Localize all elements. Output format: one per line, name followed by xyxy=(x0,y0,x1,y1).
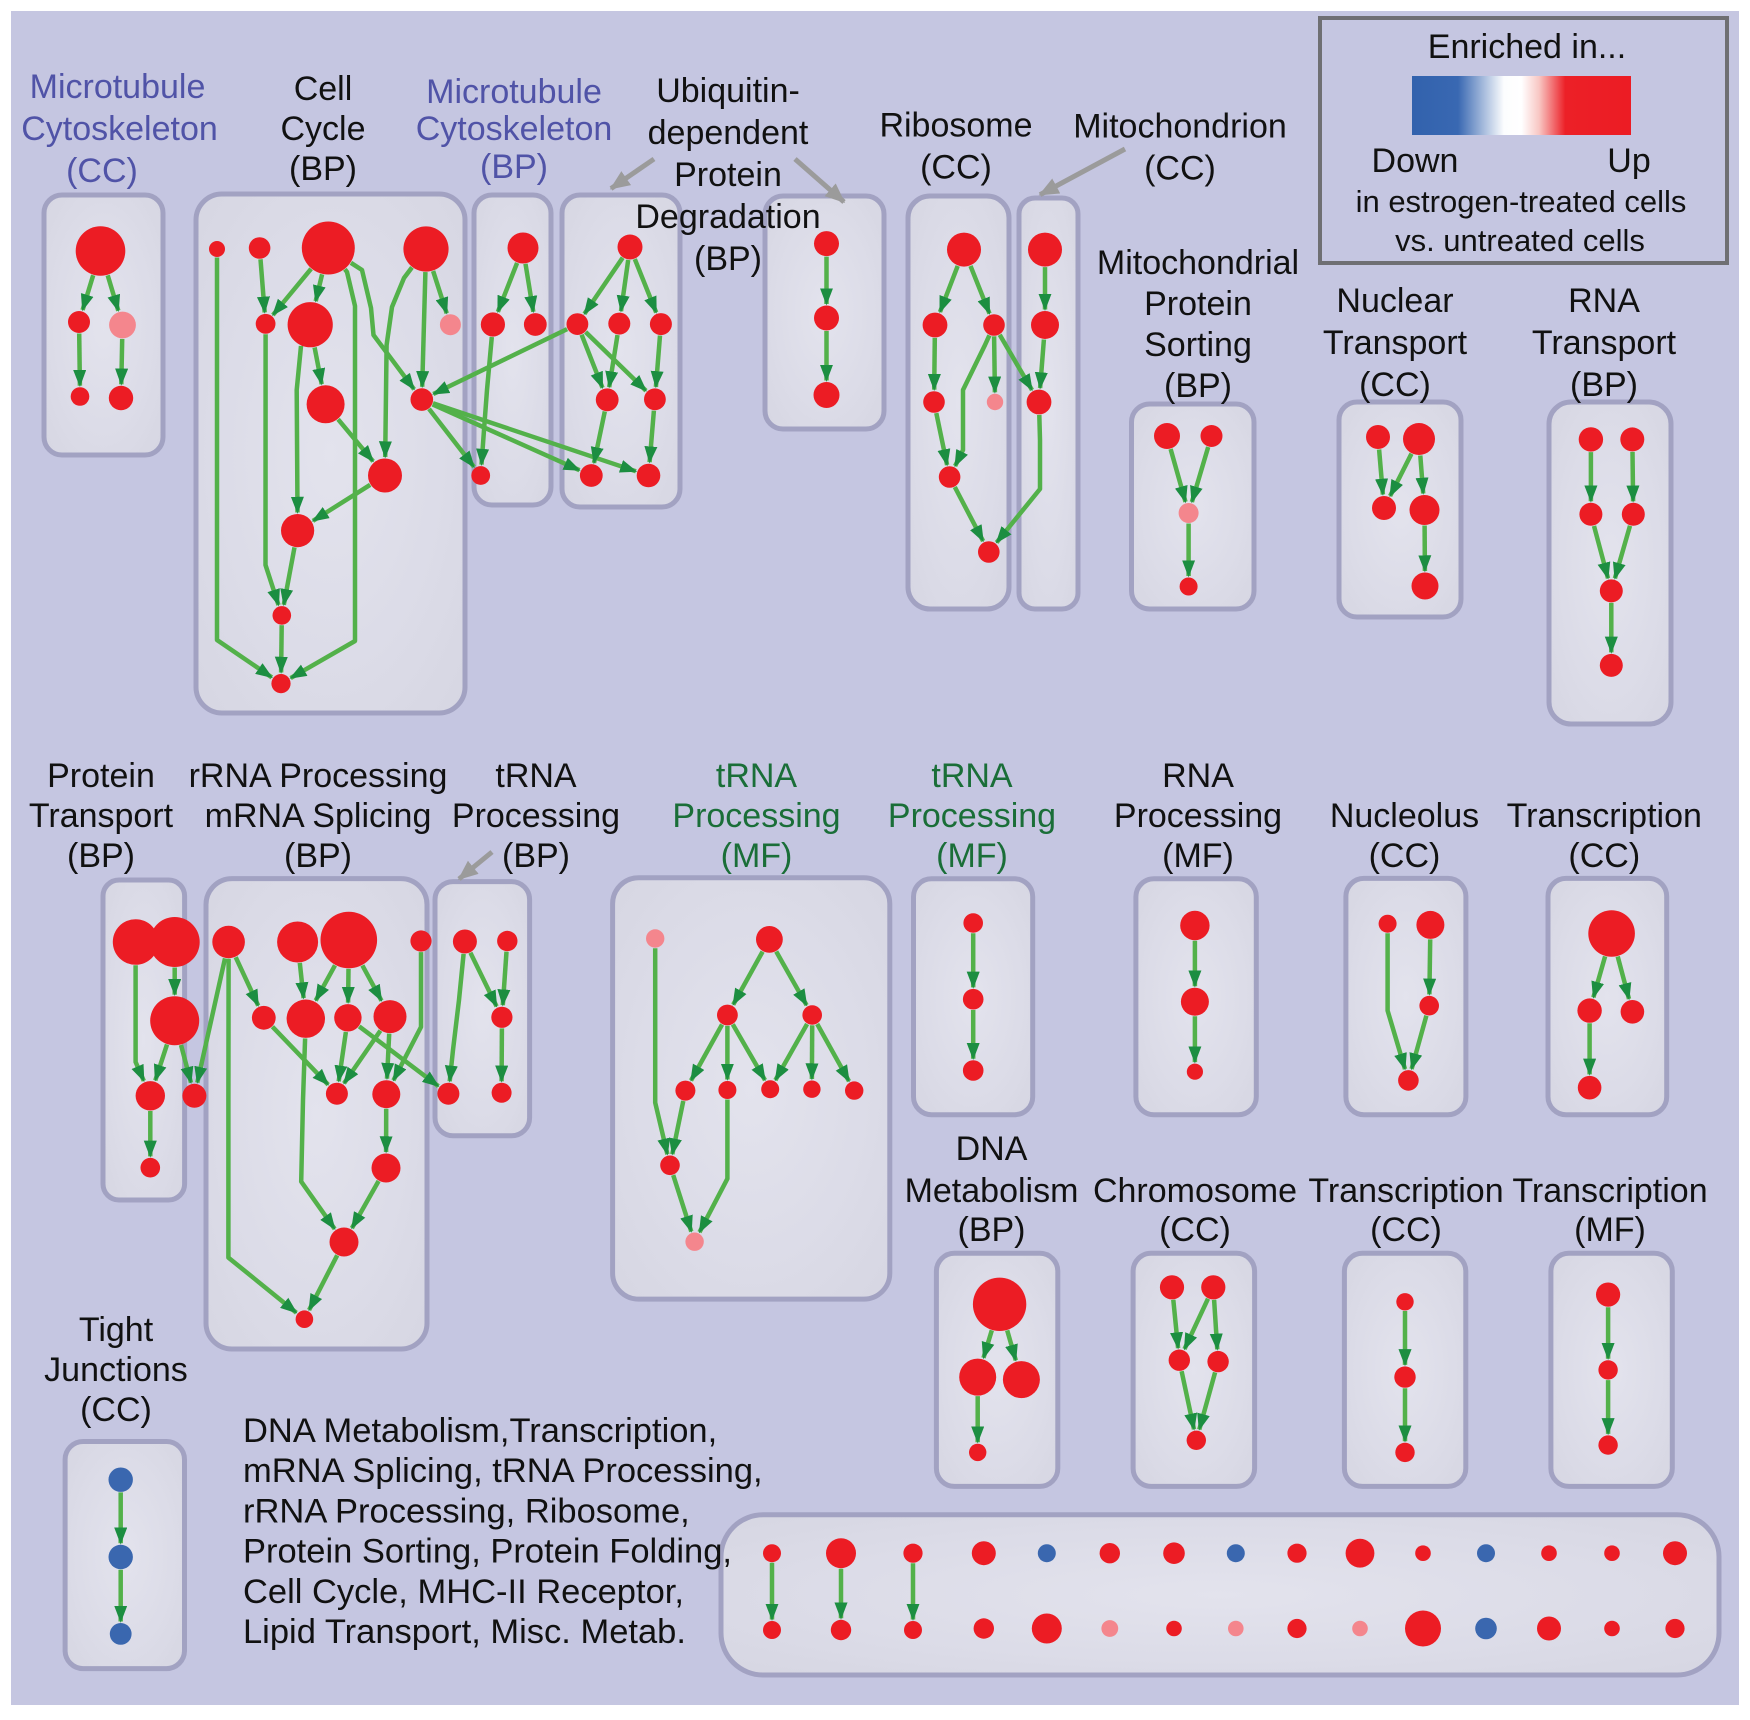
svg-text:Tight: Tight xyxy=(79,1311,154,1349)
svg-text:(MF): (MF) xyxy=(721,837,793,875)
svg-text:Cytoskeleton: Cytoskeleton xyxy=(416,110,613,148)
svg-text:(BP): (BP) xyxy=(480,148,548,186)
svg-text:(BP): (BP) xyxy=(1164,367,1232,405)
svg-text:(BP): (BP) xyxy=(289,150,357,188)
svg-text:Processing: Processing xyxy=(1114,797,1282,835)
svg-text:DNA Metabolism,Transcription,: DNA Metabolism,Transcription, xyxy=(243,1412,717,1450)
svg-text:(BP): (BP) xyxy=(958,1211,1026,1249)
svg-text:Nuclear: Nuclear xyxy=(1336,282,1453,320)
svg-text:tRNA: tRNA xyxy=(931,757,1013,795)
svg-text:dependent: dependent xyxy=(648,114,809,152)
svg-text:Transcription: Transcription xyxy=(1507,797,1702,835)
svg-text:(BP): (BP) xyxy=(1570,366,1638,404)
svg-text:Processing: Processing xyxy=(672,797,840,835)
svg-text:Protein: Protein xyxy=(1144,285,1252,323)
svg-text:tRNA: tRNA xyxy=(495,757,577,795)
svg-text:(CC): (CC) xyxy=(1159,1211,1231,1249)
svg-text:RNA: RNA xyxy=(1162,757,1234,795)
svg-text:(CC): (CC) xyxy=(66,152,138,190)
svg-text:Degradation: Degradation xyxy=(635,198,820,236)
svg-text:Processing: Processing xyxy=(452,797,620,835)
svg-text:Protein: Protein xyxy=(674,156,782,194)
svg-text:(BP): (BP) xyxy=(502,837,570,875)
svg-text:Microtubule: Microtubule xyxy=(426,73,602,111)
svg-text:Metabolism: Metabolism xyxy=(905,1172,1079,1210)
svg-text:(MF): (MF) xyxy=(936,837,1008,875)
svg-text:(BP): (BP) xyxy=(67,837,135,875)
svg-text:Ubiquitin-: Ubiquitin- xyxy=(656,72,800,110)
svg-text:(CC): (CC) xyxy=(920,149,992,187)
svg-text:rRNA Processing, Ribosome,: rRNA Processing, Ribosome, xyxy=(243,1492,690,1530)
svg-text:(MF): (MF) xyxy=(1574,1211,1646,1249)
svg-text:Junctions: Junctions xyxy=(44,1351,188,1389)
svg-text:Cycle: Cycle xyxy=(280,110,365,148)
svg-text:Transcription: Transcription xyxy=(1308,1172,1503,1210)
svg-text:Transport: Transport xyxy=(1323,324,1468,362)
svg-text:Ribosome: Ribosome xyxy=(879,107,1032,145)
svg-text:Cytoskeleton: Cytoskeleton xyxy=(21,110,218,148)
svg-text:vs. untreated cells: vs. untreated cells xyxy=(1395,223,1645,258)
svg-text:Mitochondrion: Mitochondrion xyxy=(1073,108,1287,146)
svg-text:in estrogen-treated cells: in estrogen-treated cells xyxy=(1356,184,1687,219)
svg-text:Cell: Cell xyxy=(294,70,353,108)
svg-text:Mitochondrial: Mitochondrial xyxy=(1097,244,1299,282)
svg-text:(MF): (MF) xyxy=(1162,837,1234,875)
svg-text:Down: Down xyxy=(1372,142,1459,180)
svg-text:(BP): (BP) xyxy=(284,837,352,875)
svg-text:(CC): (CC) xyxy=(1568,837,1640,875)
svg-text:Up: Up xyxy=(1607,142,1650,180)
svg-text:Lipid Transport, Misc. Metab.: Lipid Transport, Misc. Metab. xyxy=(243,1613,686,1651)
svg-text:(CC): (CC) xyxy=(80,1391,152,1429)
svg-text:mRNA Splicing: mRNA Splicing xyxy=(205,797,432,835)
svg-text:Transport: Transport xyxy=(1532,324,1677,362)
svg-text:(CC): (CC) xyxy=(1144,150,1216,188)
svg-text:(BP): (BP) xyxy=(694,240,762,278)
svg-text:tRNA: tRNA xyxy=(716,757,798,795)
svg-text:Chromosome: Chromosome xyxy=(1093,1172,1297,1210)
svg-text:Nucleolus: Nucleolus xyxy=(1330,797,1479,835)
svg-text:Microtubule: Microtubule xyxy=(30,68,206,106)
svg-text:(CC): (CC) xyxy=(1369,837,1441,875)
svg-text:Enriched in...: Enriched in... xyxy=(1428,28,1626,66)
svg-text:Cell Cycle, MHC-II Receptor,: Cell Cycle, MHC-II Receptor, xyxy=(243,1573,684,1611)
svg-text:Transport: Transport xyxy=(29,797,174,835)
svg-text:Protein Sorting, Protein Foldi: Protein Sorting, Protein Folding, xyxy=(243,1533,732,1571)
svg-text:RNA: RNA xyxy=(1568,282,1640,320)
svg-text:rRNA Processing: rRNA Processing xyxy=(189,757,448,795)
svg-text:Processing: Processing xyxy=(888,797,1056,835)
svg-text:Sorting: Sorting xyxy=(1144,326,1252,364)
svg-text:mRNA Splicing, tRNA Processing: mRNA Splicing, tRNA Processing, xyxy=(243,1452,763,1490)
svg-text:(CC): (CC) xyxy=(1359,366,1431,404)
svg-text:Transcription: Transcription xyxy=(1512,1172,1707,1210)
svg-text:DNA: DNA xyxy=(956,1130,1028,1168)
svg-text:(CC): (CC) xyxy=(1370,1211,1442,1249)
svg-text:Protein: Protein xyxy=(47,757,155,795)
